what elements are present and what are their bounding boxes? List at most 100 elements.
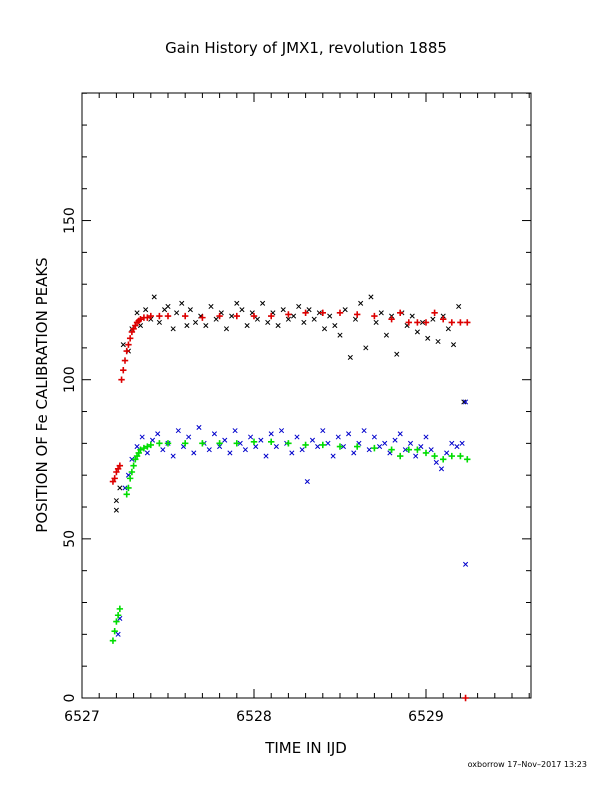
data-point-plus [109, 637, 117, 644]
data-point-plus [397, 452, 404, 460]
data-point-cross [450, 342, 457, 348]
data-point-cross [258, 437, 264, 443]
data-point-plus [128, 468, 136, 476]
data-point-cross [438, 466, 445, 472]
x-tick-label: 6529 [408, 709, 444, 725]
data-point-cross [378, 310, 384, 316]
y-tick-label: 50 [62, 530, 78, 548]
data-point-cross [449, 440, 455, 446]
data-point-cross [299, 447, 305, 453]
data-point-cross [115, 631, 121, 637]
data-point-cross [347, 354, 353, 360]
data-point-cross [425, 335, 431, 341]
data-point-cross [435, 338, 441, 345]
data-point-cross [273, 443, 279, 450]
data-point-cross [423, 434, 429, 440]
data-point-plus [448, 452, 455, 460]
data-point-cross [248, 434, 254, 440]
data-marks [109, 294, 471, 702]
data-point-cross [187, 307, 193, 313]
data-point-plus [126, 475, 134, 482]
data-point-cross [335, 434, 341, 440]
chart-title: Gain History of JMX1, revolution 1885 [165, 39, 447, 57]
x-axis-label: TIME IN IJD [264, 739, 347, 757]
data-point-plus [164, 440, 172, 447]
data-point-plus [285, 440, 292, 447]
data-point-cross [358, 300, 364, 306]
data-point-plus [216, 312, 223, 320]
data-point-plus [126, 335, 134, 342]
plot-frame [81, 92, 532, 699]
data-point-plus [414, 446, 421, 453]
data-point-cross [120, 342, 126, 348]
axis-ticks [81, 92, 531, 699]
data-point-cross [222, 437, 228, 443]
data-point-cross [373, 319, 379, 325]
data-point-plus [457, 452, 464, 460]
data-point-plus [156, 440, 163, 447]
data-point-plus [182, 440, 189, 447]
data-point-plus [125, 341, 132, 348]
data-point-cross [363, 345, 369, 351]
data-point-cross [316, 310, 322, 316]
data-point-cross [456, 303, 462, 310]
data-point-plus [116, 462, 124, 469]
data-point-plus [116, 605, 124, 613]
data-point-cross [275, 323, 281, 329]
data-point-cross [139, 434, 145, 440]
data-point-plus [164, 312, 172, 320]
data-point-cross [291, 313, 297, 319]
data-point-cross [191, 450, 197, 456]
data-point-cross [184, 323, 190, 329]
data-point-plus [354, 311, 361, 318]
data-point-cross [418, 443, 424, 450]
data-point-plus [216, 440, 223, 447]
y-axis-label: POSITION OF Fe CALIBRATION PEAKS [33, 257, 51, 532]
data-point-plus [422, 319, 430, 326]
data-point-cross [309, 437, 316, 443]
data-point-cross [433, 459, 439, 466]
data-point-cross [361, 428, 367, 434]
data-point-cross [377, 443, 383, 450]
data-point-plus [233, 312, 240, 320]
data-point-cross [352, 316, 359, 322]
data-point-cross [320, 428, 326, 434]
data-point-cross [113, 507, 119, 513]
data-point-plus [371, 312, 378, 320]
data-point-plus [457, 319, 464, 326]
data-point-cross [301, 319, 307, 325]
data-point-cross [253, 443, 259, 450]
data-point-cross [129, 456, 135, 462]
data-point-plus [285, 311, 292, 318]
data-point-plus [113, 618, 120, 625]
data-point-cross [155, 431, 161, 437]
data-point-cross [144, 450, 150, 456]
data-point-cross [149, 437, 156, 443]
data-point-cross [165, 303, 171, 310]
data-point-plus [118, 376, 125, 383]
data-point-cross [330, 453, 336, 459]
data-point-cross [278, 428, 285, 434]
data-point-cross [179, 300, 185, 306]
data-point-plus [123, 491, 130, 498]
data-point-cross [223, 326, 230, 332]
data-point-cross [265, 319, 271, 325]
data-point-cross [311, 316, 317, 322]
data-point-cross [254, 316, 260, 322]
data-point-cross [192, 319, 199, 325]
data-point-cross [321, 326, 328, 332]
data-point-plus [137, 446, 144, 453]
data-point-cross [117, 485, 123, 491]
data-point-plus [114, 612, 122, 619]
data-point-cross [397, 431, 403, 437]
data-point-cross [122, 485, 128, 491]
data-point-cross [203, 323, 209, 329]
data-point-plus [121, 357, 129, 364]
data-point-cross [430, 316, 436, 322]
data-point-plus [405, 319, 412, 326]
data-point-cross [414, 329, 420, 335]
data-point-cross [227, 450, 233, 456]
y-tick-label: 150 [62, 207, 78, 234]
data-point-cross [463, 561, 469, 567]
data-point-plus [336, 309, 344, 317]
